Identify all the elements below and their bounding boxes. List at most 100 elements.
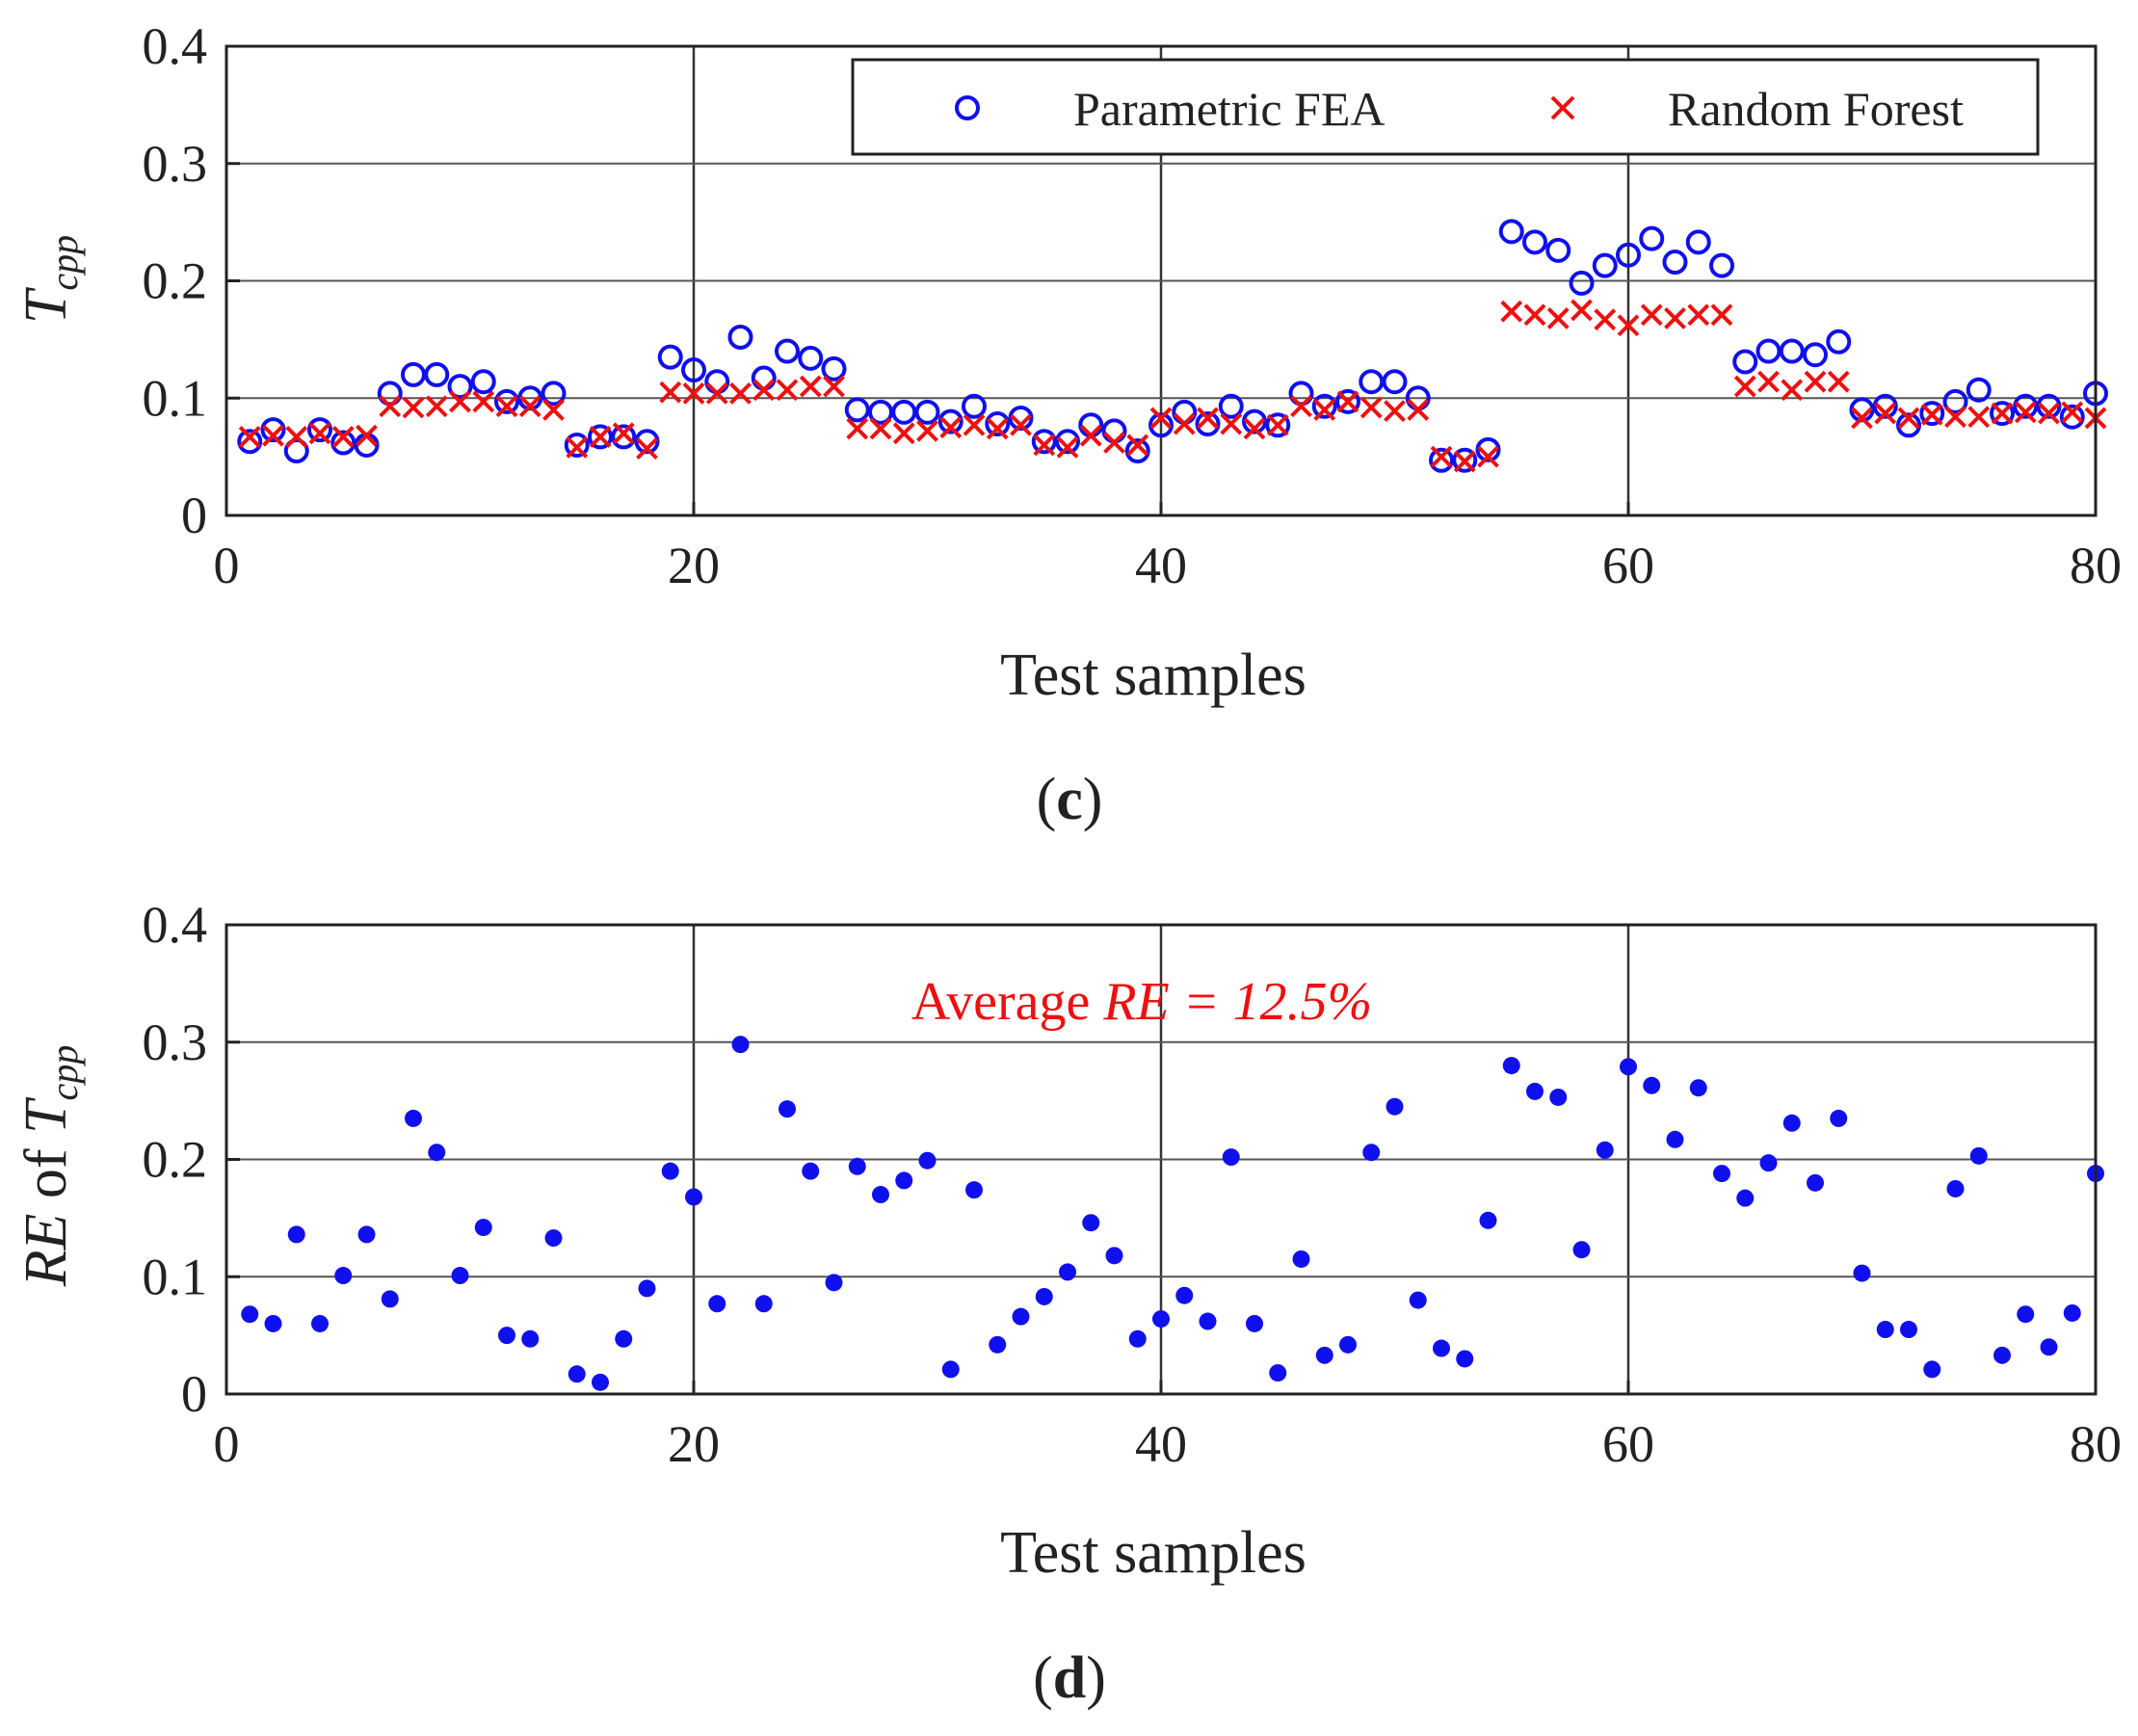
point-parametric-fea [611,424,637,450]
point-random-forest [402,396,425,419]
point-relative-error [1292,1249,1310,1268]
point-random-forest [356,424,378,447]
point-parametric-fea [1265,412,1291,438]
y-tick-label: 0.1 [143,1248,208,1305]
point-relative-error [567,1365,586,1383]
point-parametric-fea [541,381,567,407]
point-relative-error [941,1360,960,1379]
point-parametric-fea [1639,225,1665,251]
point-random-forest [518,395,541,418]
point-parametric-fea [494,388,519,414]
point-random-forest [682,381,705,405]
point-parametric-fea [962,393,987,419]
y-axis-label-subscript: cpp [42,1045,86,1101]
point-parametric-fea [1498,219,1524,245]
y-axis-label: RE of Tcpp [13,1045,86,1288]
x-tick-label: 0 [214,1415,240,1473]
point-random-forest [1079,424,1102,447]
point-relative-error [498,1327,515,1345]
point-parametric-fea [914,399,940,425]
y-axis-label: Tcpp [13,235,86,324]
point-relative-error [1526,1082,1544,1100]
y-tick-label: 0.1 [143,369,208,427]
data-marks [241,1036,2104,1391]
point-random-forest [1384,400,1406,423]
point-random-forest [1851,407,1873,430]
point-relative-error [544,1229,563,1248]
point-random-forest [425,395,448,418]
point-random-forest [869,417,892,440]
point-random-forest [1313,399,1336,421]
point-parametric-fea [237,429,263,455]
point-relative-error [1433,1339,1450,1357]
point-relative-error [287,1225,305,1244]
x-tick-label: 60 [1602,1415,1654,1473]
point-relative-error [1315,1346,1333,1364]
point-relative-error [1549,1088,1568,1106]
point-parametric-fea [1592,252,1618,278]
chart-panel-c: 0 20 40 60 80 0 0.1 0.2 0.3 0.4 Parametric FEA Ra… [13,17,2122,832]
point-relative-error [731,1036,750,1054]
y-axis-label-main: T [13,286,79,324]
point-relative-error [615,1329,633,1348]
point-random-forest [1220,412,1243,435]
point-random-forest [1523,303,1546,327]
point-relative-error [872,1186,889,1204]
point-relative-error [1269,1364,1287,1382]
point-random-forest [1571,299,1593,322]
point-relative-error [1035,1287,1053,1305]
point-random-forest [589,426,612,448]
point-relative-error [264,1314,282,1332]
point-random-forest [449,390,471,413]
point-parametric-fea [1335,388,1360,414]
point-parametric-fea [798,345,824,371]
point-parametric-fea [470,369,496,395]
point-relative-error [825,1274,843,1292]
point-parametric-fea [1685,229,1711,255]
point-random-forest [1640,303,1663,327]
point-relative-error [965,1181,983,1199]
point-relative-error [1900,1321,1917,1339]
point-relative-error [1596,1141,1614,1159]
point-relative-error [1456,1350,1474,1368]
y-tick-label: 0.3 [143,135,208,193]
point-relative-error [1386,1097,1404,1116]
point-relative-error [2063,1303,2081,1322]
point-parametric-fea [1919,401,1945,427]
point-random-forest [916,419,938,442]
point-relative-error [1830,1109,1848,1127]
point-random-forest [776,379,799,402]
y-axis-label-of: of [13,1134,79,1214]
point-random-forest [1546,307,1570,329]
point-parametric-fea [424,361,450,387]
point-parametric-fea [1779,338,1805,364]
legend-marker-parametric-fea [955,95,980,120]
point-parametric-fea [1616,242,1641,268]
point-random-forest [1757,370,1780,393]
point-relative-error [895,1171,913,1190]
point-relative-error [1059,1263,1076,1281]
point-parametric-fea [588,424,613,450]
y-tick-label: 0.3 [143,1013,208,1071]
point-parametric-fea [1755,338,1782,364]
point-parametric-fea [307,417,332,443]
legend-label-parametric-fea: Parametric FEA [1073,82,1386,136]
point-relative-error [1128,1329,1147,1348]
point-relative-error [754,1295,773,1313]
point-random-forest [1149,407,1173,430]
axis-ticks: 0 20 40 60 80 0 0.1 0.2 0.3 0.4 [143,17,2123,594]
point-parametric-fea [1942,388,1968,414]
point-parametric-fea [1826,329,1852,355]
point-parametric-fea [751,365,777,391]
point-parametric-fea [564,432,590,458]
panel-label-c: (c) [1037,767,1103,832]
point-parametric-fea [260,417,286,443]
point-random-forest [1733,375,1756,398]
point-random-forest [1359,396,1383,419]
point-parametric-fea [330,430,356,456]
point-random-forest [566,435,589,459]
x-tick-label: 60 [1602,537,1654,594]
point-parametric-fea [1452,447,1478,473]
point-parametric-fea [2036,393,2062,419]
point-random-forest [1827,370,1850,393]
